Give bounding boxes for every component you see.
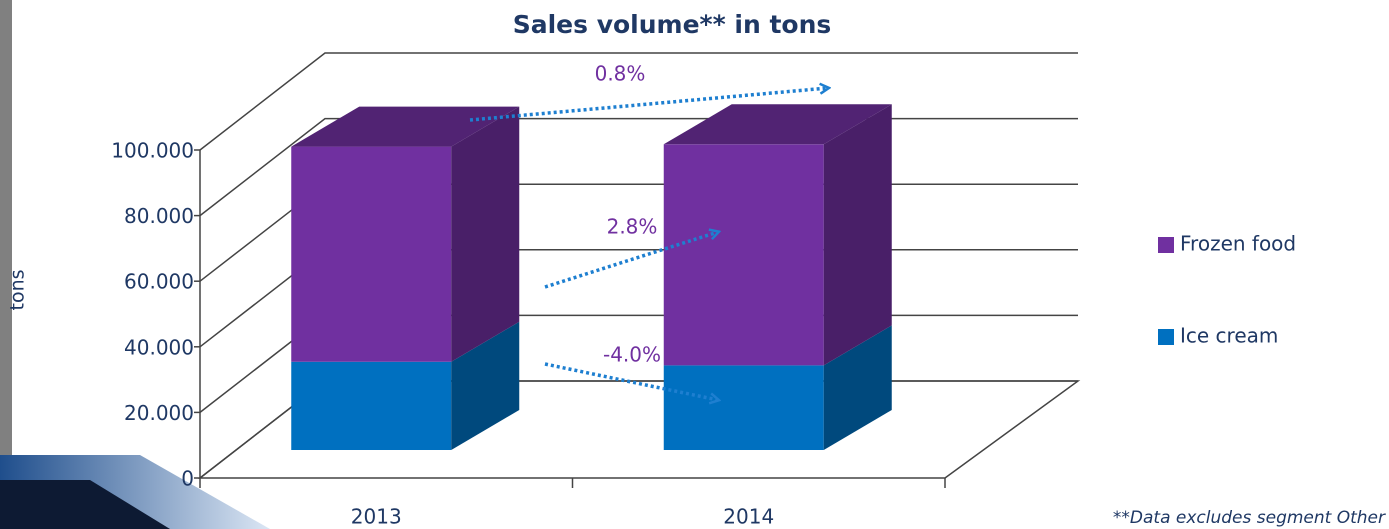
footnote: **Data excludes segment Other	[1113, 508, 1386, 528]
bar-side	[823, 104, 892, 366]
bar-top	[291, 106, 520, 147]
bar	[663, 144, 824, 366]
y-tick-label: 40.000	[124, 335, 194, 359]
plot: 0 20.000 40.000 60.000 80.000 100.000 2013 2014…	[111, 52, 1296, 529]
bar	[663, 365, 824, 450]
arrow	[544, 232, 718, 289]
bar	[291, 361, 452, 450]
x-tick-label: 2013	[351, 505, 402, 529]
y-tick-label: 0	[181, 467, 194, 491]
y-tick-label: 20.000	[124, 401, 194, 425]
y-axis-label: tons	[7, 269, 29, 310]
bar	[291, 146, 452, 362]
y-tick-label: 100.000	[111, 139, 194, 163]
annotation: 2.8%	[607, 215, 658, 239]
chart-title: Sales volume** in tons	[513, 10, 832, 39]
legend-label: Ice cream	[1180, 324, 1278, 348]
bar-side	[823, 325, 892, 450]
legend-swatch	[1158, 237, 1174, 253]
decoration	[0, 480, 170, 529]
bar-top	[663, 104, 892, 145]
bar-side	[451, 106, 520, 362]
bar-side	[451, 321, 520, 450]
legend-swatch	[1158, 329, 1174, 345]
y-tick-label: 80.000	[124, 204, 194, 228]
left-edge	[0, 0, 12, 529]
annotation: -4.0%	[603, 343, 661, 367]
y-tick-label: 60.000	[124, 270, 194, 294]
grid-line	[199, 52, 1078, 151]
x-tick-label: 2014	[723, 505, 774, 529]
annotation: 0.8%	[595, 62, 646, 86]
legend-label: Frozen food	[1180, 232, 1296, 256]
